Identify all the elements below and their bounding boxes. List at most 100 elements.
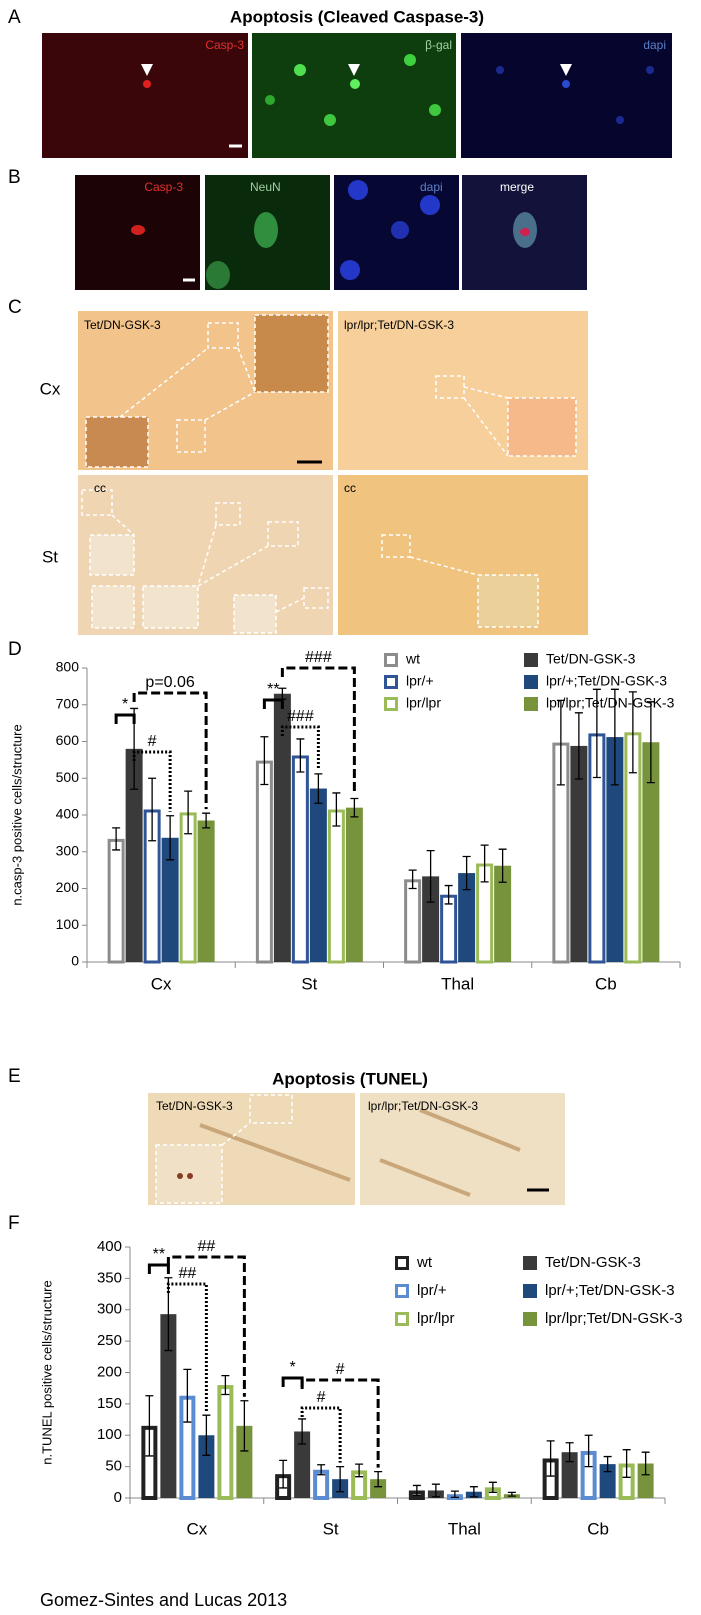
micrographs-b bbox=[75, 175, 587, 290]
significance-label: ## bbox=[178, 1265, 196, 1282]
bar bbox=[161, 837, 179, 962]
error-bar bbox=[202, 1414, 211, 1456]
legend-label: lpr/+ bbox=[406, 673, 434, 689]
error-bar bbox=[145, 1395, 154, 1457]
y-tick-label: 800 bbox=[56, 659, 80, 675]
error-bar bbox=[462, 855, 471, 891]
y-tick-label: 300 bbox=[97, 1301, 122, 1318]
bar bbox=[570, 745, 588, 962]
legend-label: lpr/+ bbox=[417, 1282, 447, 1299]
significance-label: ### bbox=[305, 649, 332, 666]
micrographs-c bbox=[78, 311, 588, 635]
y-tick-label: 700 bbox=[56, 695, 80, 711]
y-tick-label: 100 bbox=[97, 1426, 122, 1443]
y-tick-label: 350 bbox=[97, 1269, 122, 1286]
error-bar bbox=[546, 1440, 555, 1477]
error-bar bbox=[628, 691, 637, 774]
image-label: Tet/DN-GSK-3 bbox=[156, 1099, 233, 1113]
significance-bracket bbox=[166, 1255, 246, 1397]
error-bar bbox=[480, 844, 489, 883]
significance-label: ## bbox=[197, 1238, 215, 1255]
error-bar bbox=[240, 1400, 249, 1452]
bar bbox=[313, 1469, 330, 1500]
legend-swatch bbox=[523, 1312, 537, 1326]
x-tick-label: Cb bbox=[587, 1519, 609, 1538]
error-bar bbox=[444, 884, 453, 905]
legend-label: Tet/DN-GSK-3 bbox=[545, 1254, 641, 1271]
bar bbox=[125, 748, 143, 962]
panel-title: Apoptosis (Cleaved Caspase-3) bbox=[230, 7, 484, 26]
significance-bracket bbox=[280, 666, 356, 795]
significance-bracket bbox=[300, 1378, 380, 1468]
legend-label: lpr/+;Tet/DN-GSK-3 bbox=[545, 1282, 675, 1299]
bar bbox=[440, 894, 458, 964]
error-bar bbox=[610, 688, 619, 786]
x-tick-label: Cb bbox=[595, 974, 617, 993]
x-tick-label: Thal bbox=[448, 1519, 481, 1538]
x-tick-label: St bbox=[323, 1519, 339, 1538]
significance-label: * bbox=[290, 1359, 296, 1376]
bar bbox=[370, 1479, 387, 1498]
error-bar bbox=[556, 699, 565, 786]
y-tick-label: 0 bbox=[114, 1489, 122, 1506]
bar bbox=[422, 876, 440, 962]
y-tick-label: 300 bbox=[56, 842, 80, 858]
significance-bracket bbox=[132, 750, 172, 812]
error-bar bbox=[592, 688, 601, 779]
significance-label: ### bbox=[287, 708, 314, 725]
legend-label: Tet/DN-GSK-3 bbox=[546, 651, 636, 667]
legend-swatch bbox=[384, 697, 398, 711]
error-bar bbox=[183, 1368, 192, 1423]
micrographs-e bbox=[148, 1093, 565, 1205]
bar bbox=[179, 812, 197, 964]
significance-bracket bbox=[281, 1376, 304, 1387]
legend-swatch bbox=[384, 675, 398, 689]
y-tick-label: 200 bbox=[97, 1363, 122, 1380]
error-bar bbox=[332, 792, 341, 827]
bar bbox=[458, 873, 476, 962]
micrographs-a bbox=[42, 33, 672, 158]
error-bar bbox=[148, 777, 157, 842]
error-bar bbox=[584, 1434, 593, 1468]
legend-swatch bbox=[524, 697, 538, 711]
row-label: Cx bbox=[40, 379, 61, 398]
error-bar bbox=[498, 848, 507, 883]
error-bar bbox=[184, 790, 193, 835]
error-bar bbox=[296, 738, 305, 773]
legend-swatch bbox=[524, 675, 538, 689]
legend-swatch bbox=[395, 1284, 409, 1298]
legend-label: lpr/lpr;Tet/DN-GSK-3 bbox=[546, 695, 675, 711]
y-tick-label: 600 bbox=[56, 732, 80, 748]
error-bar bbox=[408, 869, 417, 890]
error-bar bbox=[355, 1463, 364, 1478]
y-axis-label: n.casp-3 positive cells/structure bbox=[9, 724, 24, 905]
y-tick-label: 400 bbox=[97, 1238, 122, 1255]
error-bar bbox=[166, 815, 175, 861]
panel-label: F bbox=[8, 1213, 20, 1234]
panel-label: E bbox=[8, 1066, 21, 1087]
bar bbox=[236, 1425, 253, 1498]
error-bar bbox=[221, 1374, 230, 1396]
x-tick-label: Cx bbox=[186, 1519, 207, 1538]
image-label: dapi bbox=[420, 180, 443, 194]
legend-swatch bbox=[523, 1284, 537, 1298]
error-bar bbox=[450, 1490, 459, 1499]
legend-label: lpr/lpr bbox=[417, 1310, 455, 1327]
bar bbox=[160, 1314, 177, 1498]
error-bar bbox=[603, 1455, 612, 1473]
image-label: Casp-3 bbox=[144, 180, 183, 194]
error-bar bbox=[469, 1486, 478, 1498]
panel-title: Apoptosis (TUNEL) bbox=[272, 1069, 428, 1088]
y-tick-label: 250 bbox=[97, 1332, 122, 1349]
bar bbox=[599, 1464, 616, 1498]
significance-label: * bbox=[122, 696, 128, 713]
bar bbox=[217, 1385, 234, 1501]
bar bbox=[637, 1463, 654, 1498]
y-axis-label: n.TUNEL positive cells/structure bbox=[39, 1280, 54, 1464]
significance-bracket bbox=[280, 725, 320, 770]
bar bbox=[494, 865, 512, 962]
bar bbox=[197, 820, 215, 962]
significance-bracket bbox=[262, 698, 284, 709]
bar bbox=[273, 693, 291, 962]
